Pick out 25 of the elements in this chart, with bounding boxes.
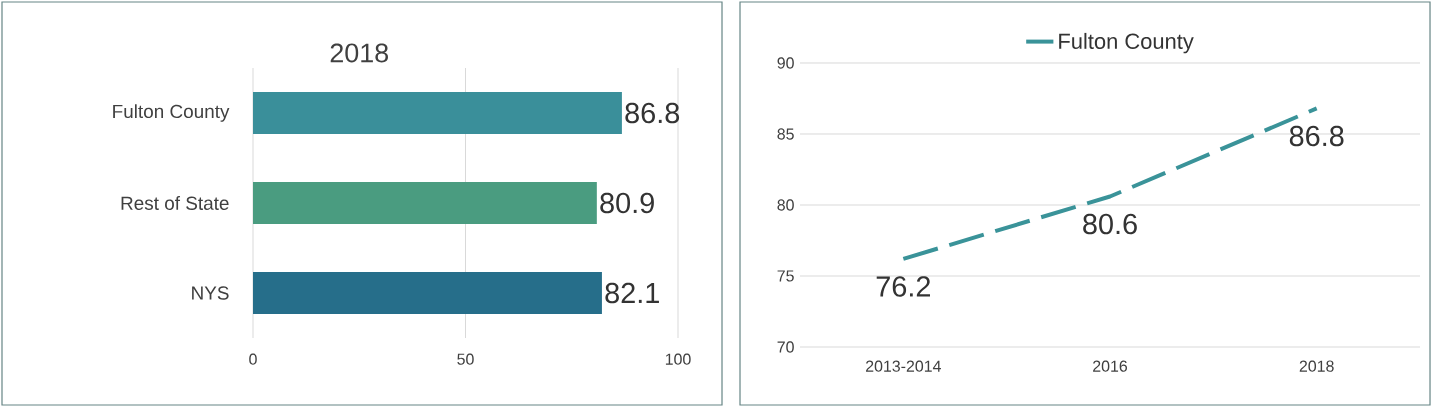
chart-title: 2018: [330, 43, 388, 63]
y-tick-label: 85: [777, 128, 794, 140]
data-label: 82.1: [605, 282, 659, 304]
x-tick-label: 2018: [1299, 360, 1334, 372]
y-tick-label: 80: [777, 199, 794, 211]
x-tick-label: 0: [249, 353, 257, 365]
bar: [253, 272, 602, 314]
data-label: 80.9: [600, 192, 654, 214]
data-label: 80.6: [1083, 213, 1137, 235]
y-tick-label: 75: [777, 270, 794, 282]
bar: [253, 92, 622, 134]
x-tick-label: 2013-2014: [866, 360, 941, 372]
x-tick-label: 50: [457, 353, 474, 365]
x-tick-label: 2016: [1093, 360, 1128, 372]
data-label: 86.8: [625, 102, 680, 124]
y-tick-label: Fulton County: [113, 104, 230, 122]
data-label: 86.8: [1289, 125, 1344, 147]
x-tick-label: 100: [665, 353, 691, 365]
legend-label: Fulton County: [1059, 32, 1194, 54]
y-tick-label: 90: [777, 57, 794, 69]
y-tick-label: NYS: [192, 286, 229, 300]
data-label: 76.2: [876, 276, 930, 297]
y-tick-label: 70: [777, 341, 794, 353]
bar: [253, 182, 597, 224]
y-tick-label: Rest of State: [121, 196, 229, 210]
